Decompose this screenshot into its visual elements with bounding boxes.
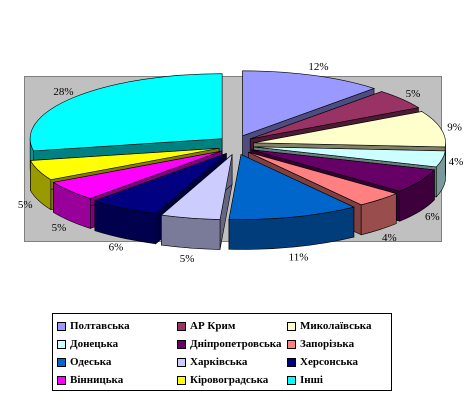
legend-label: Запорізька — [300, 338, 355, 350]
legend-label: Миколаївська — [300, 320, 372, 332]
legend-item: Інші — [287, 372, 389, 388]
slice-label-1: 5% — [406, 88, 421, 100]
legend-label: Херсонська — [300, 356, 359, 368]
legend-swatch — [177, 375, 186, 385]
slice-label-4: 6% — [425, 211, 440, 223]
legend-swatch — [287, 357, 296, 367]
legend-swatch — [57, 321, 66, 331]
legend-swatch — [177, 357, 186, 367]
legend-label: Одеська — [70, 356, 112, 368]
legend-swatch — [287, 375, 296, 385]
legend-swatch — [57, 339, 66, 349]
slice-label-5: 4% — [382, 232, 397, 244]
legend-swatch — [287, 321, 296, 331]
legend-label: Кіровоградська — [190, 374, 269, 386]
legend-item: Вінницька — [57, 372, 177, 388]
legend-swatch — [57, 375, 66, 385]
slice-label-8: 6% — [109, 242, 124, 254]
legend-swatch — [177, 339, 186, 349]
legend-item: Херсонська — [287, 354, 389, 370]
slice-label-2: 9% — [447, 122, 462, 134]
slice-label-6: 11% — [289, 252, 309, 264]
legend-swatch — [57, 357, 66, 367]
legend-label: Донецька — [70, 338, 119, 350]
legend-label: Інші — [300, 374, 323, 386]
legend-item: Дніпропетровська — [177, 336, 287, 352]
legend-item: Донецька — [57, 336, 177, 352]
legend-label: Харківська — [190, 356, 248, 368]
legend-item: Запорізька — [287, 336, 389, 352]
legend-swatch — [287, 339, 296, 349]
legend-item: Одеська — [57, 354, 177, 370]
legend-swatch — [177, 321, 186, 331]
slice-label-3: 4% — [449, 156, 464, 168]
pie-slice-7 — [160, 153, 233, 250]
legend: Полтавська АР Крим Миколаївська Донецька Дні… — [52, 313, 392, 391]
slice-label-9: 5% — [52, 222, 67, 234]
slice-label-11: 28% — [53, 86, 73, 98]
slice-label-0: 12% — [308, 61, 328, 73]
legend-item: Кіровоградська — [177, 372, 287, 388]
legend-label: Дніпропетровська — [190, 338, 282, 350]
pie-slice-6 — [228, 154, 355, 250]
legend-item: Миколаївська — [287, 318, 389, 334]
slice-label-7: 5% — [180, 253, 195, 265]
legend-label: Вінницька — [70, 374, 124, 386]
legend-item: АР Крим — [177, 318, 287, 334]
legend-item: Полтавська — [57, 318, 177, 334]
legend-item: Харківська — [177, 354, 287, 370]
slice-label-10: 5% — [18, 199, 33, 211]
legend-label: Полтавська — [70, 320, 130, 332]
legend-label: АР Крим — [190, 320, 236, 332]
